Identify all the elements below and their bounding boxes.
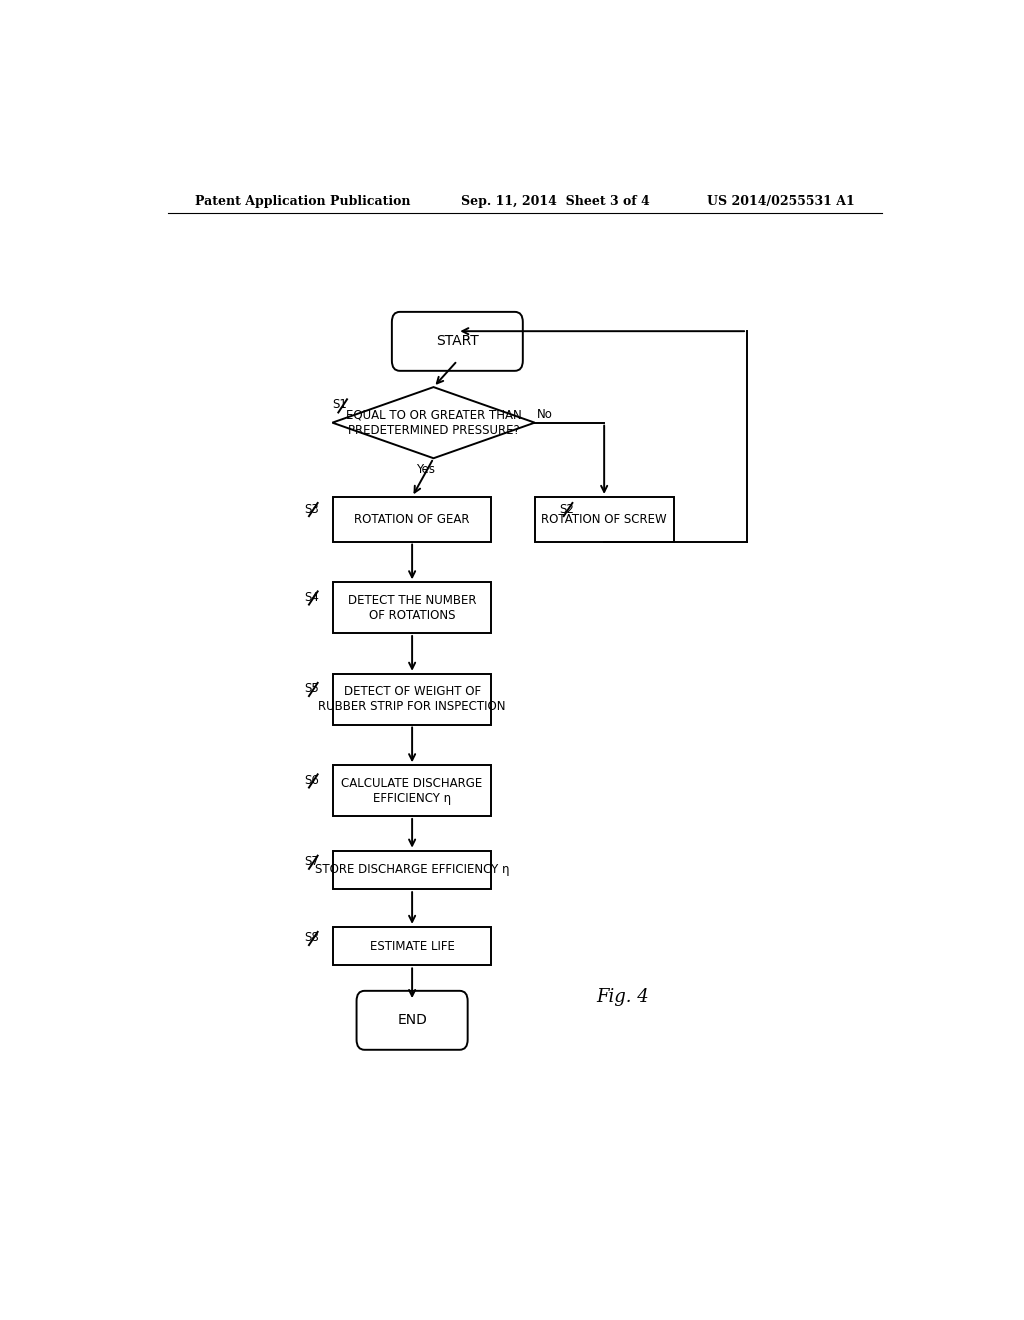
- Text: START: START: [436, 334, 478, 348]
- Text: CALCULATE DISCHARGE
EFFICIENCY η: CALCULATE DISCHARGE EFFICIENCY η: [341, 776, 482, 805]
- Text: STORE DISCHARGE EFFICIENCY η: STORE DISCHARGE EFFICIENCY η: [314, 863, 509, 876]
- Text: ESTIMATE LIFE: ESTIMATE LIFE: [370, 940, 455, 953]
- Text: Sep. 11, 2014  Sheet 3 of 4: Sep. 11, 2014 Sheet 3 of 4: [461, 194, 650, 207]
- Text: S7: S7: [304, 855, 319, 869]
- Text: EQUAL TO OR GREATER THAN
PREDETERMINED PRESSURE?: EQUAL TO OR GREATER THAN PREDETERMINED P…: [346, 409, 521, 437]
- Text: S5: S5: [304, 682, 318, 696]
- Text: ROTATION OF GEAR: ROTATION OF GEAR: [354, 512, 470, 525]
- Text: Fig. 4: Fig. 4: [596, 987, 649, 1006]
- Text: Yes: Yes: [416, 463, 435, 477]
- FancyBboxPatch shape: [392, 312, 523, 371]
- Polygon shape: [333, 387, 535, 458]
- Bar: [333, 496, 492, 541]
- Text: S3: S3: [304, 503, 318, 516]
- Text: S8: S8: [304, 932, 318, 945]
- FancyBboxPatch shape: [356, 991, 468, 1049]
- Text: S1: S1: [333, 397, 347, 411]
- Text: S4: S4: [304, 591, 319, 605]
- Text: Patent Application Publication: Patent Application Publication: [196, 194, 411, 207]
- Bar: [333, 927, 492, 965]
- Bar: [333, 673, 492, 725]
- Bar: [333, 850, 492, 890]
- Text: US 2014/0255531 A1: US 2014/0255531 A1: [708, 194, 855, 207]
- Text: No: No: [537, 408, 553, 421]
- Text: ROTATION OF SCREW: ROTATION OF SCREW: [542, 512, 667, 525]
- Text: END: END: [397, 1014, 427, 1027]
- Text: DETECT OF WEIGHT OF
RUBBER STRIP FOR INSPECTION: DETECT OF WEIGHT OF RUBBER STRIP FOR INS…: [318, 685, 506, 713]
- Text: S6: S6: [304, 774, 319, 787]
- Text: S2: S2: [559, 503, 573, 516]
- Text: DETECT THE NUMBER
OF ROTATIONS: DETECT THE NUMBER OF ROTATIONS: [348, 594, 476, 622]
- Bar: [333, 766, 492, 816]
- Bar: [333, 582, 492, 634]
- Bar: [535, 496, 674, 541]
